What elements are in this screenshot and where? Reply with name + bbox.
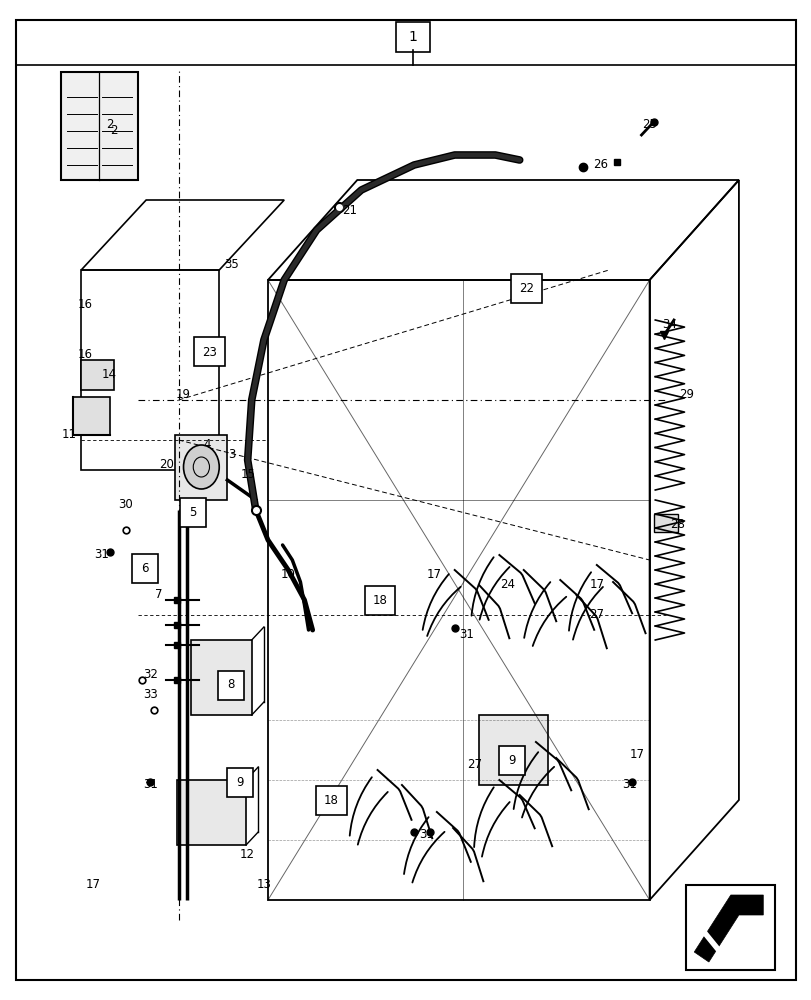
Text: 23: 23: [202, 346, 217, 359]
Text: 9: 9: [235, 776, 243, 788]
Text: 26: 26: [593, 158, 607, 172]
Text: 31: 31: [143, 778, 157, 792]
Text: 32: 32: [143, 668, 157, 682]
Bar: [653, 514, 677, 532]
Text: 24: 24: [500, 578, 514, 591]
Text: 3: 3: [227, 448, 235, 462]
Text: 31: 31: [94, 548, 109, 562]
Text: 15: 15: [240, 468, 255, 482]
Text: 27: 27: [589, 608, 603, 621]
Text: 2: 2: [105, 118, 114, 131]
Text: 17: 17: [86, 879, 101, 892]
Text: 34: 34: [662, 318, 676, 332]
Bar: [685, 885, 775, 970]
Text: 13: 13: [256, 879, 271, 892]
FancyBboxPatch shape: [498, 746, 524, 774]
Text: 18: 18: [324, 794, 338, 806]
FancyBboxPatch shape: [180, 498, 206, 526]
Text: 35: 35: [224, 258, 238, 271]
Bar: [61, 72, 138, 180]
Text: 10: 10: [281, 568, 295, 582]
Polygon shape: [693, 895, 762, 962]
Text: 4: 4: [203, 438, 211, 452]
Bar: [478, 715, 547, 785]
Text: 1: 1: [409, 30, 417, 44]
Text: 29: 29: [678, 388, 693, 401]
Text: 12: 12: [240, 848, 255, 861]
FancyBboxPatch shape: [226, 768, 252, 796]
Text: 28: 28: [670, 518, 684, 532]
Text: 8: 8: [227, 678, 235, 692]
Text: 16: 16: [78, 298, 92, 312]
Text: 27: 27: [467, 758, 482, 772]
Circle shape: [183, 445, 219, 489]
FancyBboxPatch shape: [131, 554, 157, 582]
Text: 6: 6: [140, 562, 148, 574]
Text: 25: 25: [642, 118, 656, 131]
Bar: [73, 397, 109, 435]
Text: 5: 5: [189, 506, 197, 518]
Text: 31: 31: [621, 778, 636, 792]
Text: 33: 33: [143, 688, 157, 702]
Text: 17: 17: [629, 748, 644, 762]
Text: 2: 2: [109, 123, 118, 136]
Text: 22: 22: [518, 282, 533, 294]
Text: 19: 19: [175, 388, 190, 401]
Text: 11: 11: [62, 428, 76, 442]
FancyBboxPatch shape: [364, 585, 395, 614]
FancyBboxPatch shape: [396, 22, 430, 52]
Text: 7: 7: [154, 588, 162, 601]
Text: 31: 31: [459, 629, 474, 642]
Text: 14: 14: [102, 368, 117, 381]
FancyBboxPatch shape: [194, 337, 225, 366]
Text: 31: 31: [418, 828, 433, 842]
Text: 9: 9: [507, 754, 515, 766]
FancyBboxPatch shape: [510, 273, 541, 302]
Text: 16: 16: [78, 349, 92, 361]
Text: 20: 20: [159, 458, 174, 472]
Text: 17: 17: [427, 568, 441, 582]
Text: 17: 17: [589, 578, 603, 591]
FancyBboxPatch shape: [315, 786, 346, 814]
Bar: [174, 435, 227, 500]
Text: 30: 30: [118, 498, 133, 512]
FancyBboxPatch shape: [218, 670, 244, 700]
Bar: [177, 780, 246, 845]
Text: 18: 18: [372, 593, 387, 606]
Bar: [191, 640, 251, 715]
Text: 21: 21: [341, 204, 356, 217]
Bar: [81, 360, 114, 390]
